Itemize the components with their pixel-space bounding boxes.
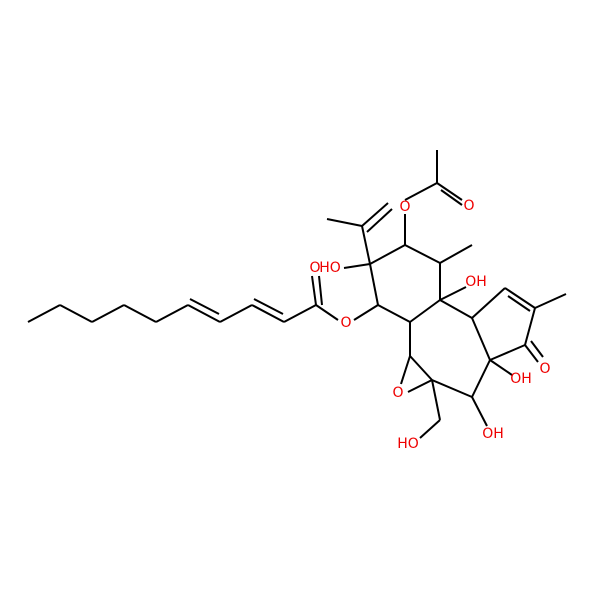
atom-label: HO bbox=[319, 260, 341, 276]
atom-label: OH bbox=[482, 426, 504, 442]
atom-label: O bbox=[463, 198, 474, 214]
bonds bbox=[27, 150, 567, 439]
atom-label: O bbox=[399, 199, 410, 215]
atom-label: OH bbox=[510, 371, 532, 387]
atom-label: O bbox=[539, 361, 550, 377]
atom-label: O bbox=[340, 315, 351, 331]
atom-label: HO bbox=[397, 436, 419, 452]
atom-label: O bbox=[392, 385, 403, 401]
atom-labels: O O OH HO O O O HO OH OH O bbox=[309, 198, 550, 452]
atom-label: O bbox=[309, 260, 320, 276]
atom-label: OH bbox=[465, 274, 487, 290]
